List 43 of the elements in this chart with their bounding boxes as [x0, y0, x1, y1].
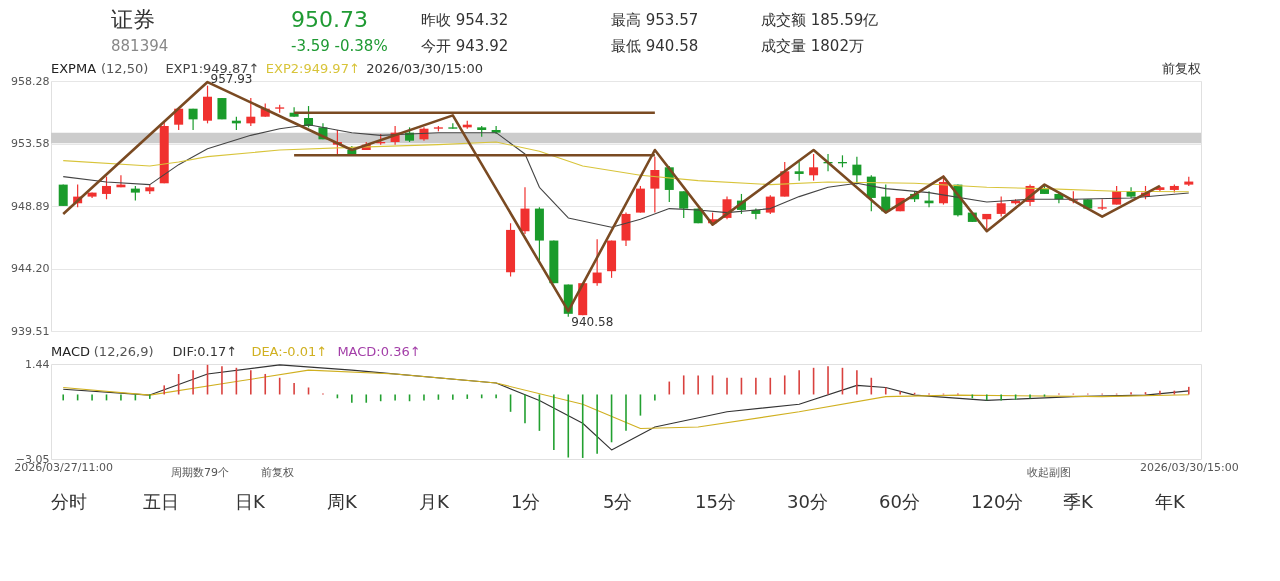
- text: 前复权: [1162, 61, 1201, 76]
- text: 分时: [51, 491, 87, 512]
- text: EXP2:949.97↑: [265, 61, 360, 76]
- text: 日K: [235, 491, 266, 512]
- y-tick-label: 948.89: [11, 199, 50, 213]
- text: 收起副图: [1027, 466, 1071, 479]
- text: 周K: [327, 491, 358, 512]
- text: 15分: [695, 491, 736, 512]
- text: 成交额 185.59亿: [761, 11, 879, 29]
- text: 最高 953.57: [611, 11, 699, 29]
- text: -3.59 -0.38%: [291, 37, 388, 55]
- text: 昨收 954.32: [421, 11, 509, 29]
- text: 2026/03/30/15:00: [366, 61, 483, 76]
- text: MACD:0.36↑: [337, 344, 421, 359]
- text: 成交量 1802万: [761, 37, 864, 55]
- text: 月K: [419, 491, 450, 512]
- text: 年K: [1155, 491, 1186, 512]
- text: 950.73: [291, 7, 368, 32]
- chart-title: MACD: [51, 344, 90, 359]
- text: 1分: [511, 491, 541, 512]
- y-tick-label: 1.44: [25, 357, 50, 371]
- text: 五日: [143, 491, 179, 512]
- text: 60分: [879, 491, 920, 512]
- annotation: 940.58: [571, 314, 614, 329]
- text: 周期数79个: [171, 466, 229, 479]
- text: 30分: [787, 491, 828, 512]
- text: 5分: [603, 491, 633, 512]
- text: 120分: [971, 491, 1024, 512]
- text: 881394: [111, 37, 169, 55]
- text: 最低 940.58: [611, 37, 699, 55]
- text: 今开 943.92: [421, 37, 509, 55]
- legend-title: (12,50): [101, 61, 149, 76]
- legend-title: (12,26,9): [93, 344, 154, 359]
- chart-title: EXPMA: [51, 61, 97, 76]
- y-tick-label: 939.51: [11, 324, 50, 338]
- y-tick-label: 953.58: [11, 137, 50, 151]
- text: 季K: [1063, 491, 1094, 512]
- series-label: DEA:-0.01↑: [251, 344, 328, 359]
- text: 证券: [111, 7, 155, 32]
- y-tick-label: 958.28: [11, 74, 50, 88]
- series-label: DIF:0.17↑: [172, 344, 238, 359]
- y-tick-label: 944.20: [11, 262, 50, 276]
- text: 前复权: [260, 466, 294, 479]
